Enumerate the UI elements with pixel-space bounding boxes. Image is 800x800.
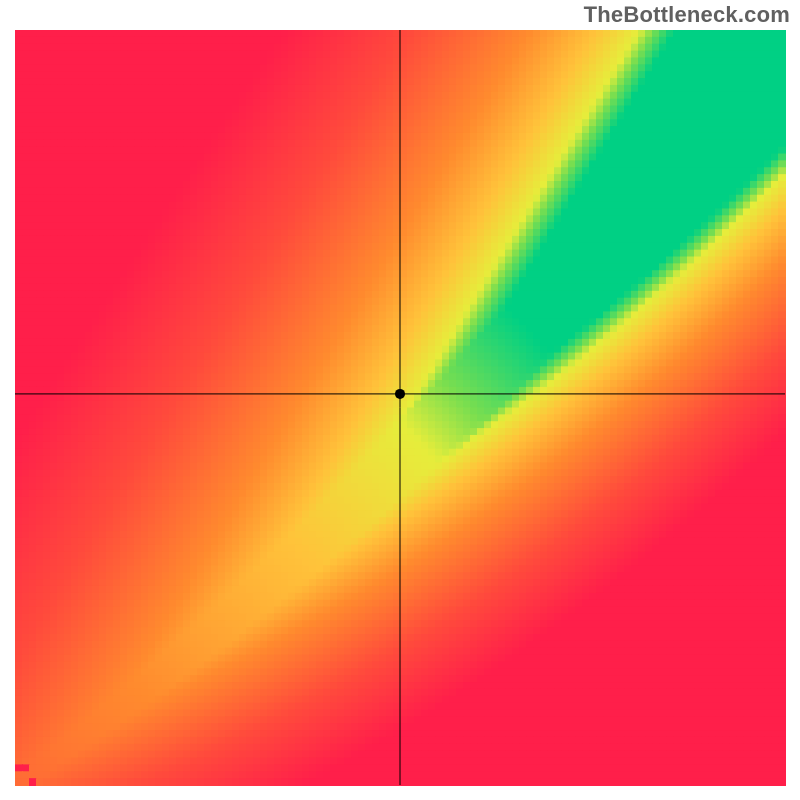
watermark-text: TheBottleneck.com [584, 2, 790, 28]
chart-container: TheBottleneck.com [0, 0, 800, 800]
bottleneck-heatmap-canvas [0, 0, 800, 800]
